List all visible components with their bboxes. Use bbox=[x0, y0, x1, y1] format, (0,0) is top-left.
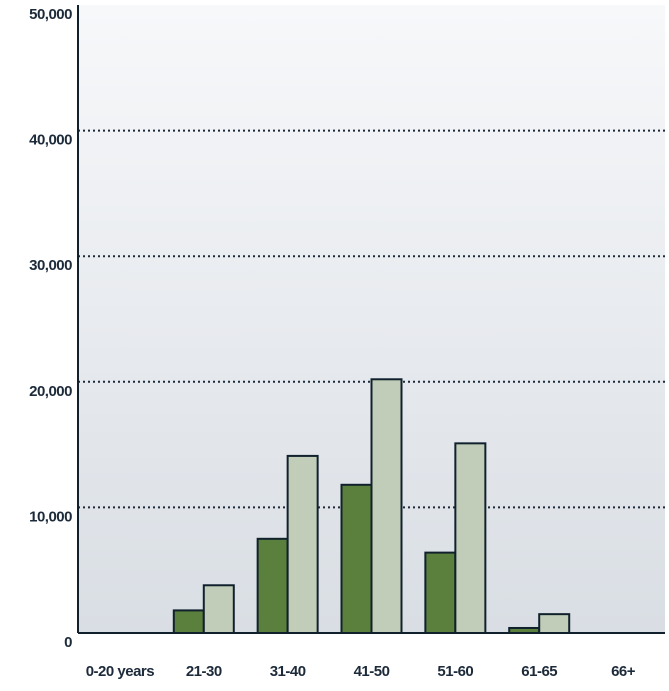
x-tick-label: 51-60 bbox=[437, 663, 473, 680]
x-tick-label: 66+ bbox=[611, 663, 636, 680]
bar bbox=[370, 378, 403, 634]
x-tick-label: 61-65 bbox=[521, 663, 557, 680]
y-tick-label: 20,000 bbox=[29, 383, 72, 400]
y-tick-label: 30,000 bbox=[29, 257, 72, 274]
x-tick-label: 31-40 bbox=[270, 663, 306, 680]
bar bbox=[538, 613, 571, 634]
y-tick-label: 40,000 bbox=[29, 132, 72, 149]
bar bbox=[172, 609, 205, 635]
bar bbox=[454, 442, 487, 634]
y-tick-label: 10,000 bbox=[29, 508, 72, 525]
x-tick-label: 0-20 years bbox=[86, 663, 155, 680]
bar bbox=[202, 584, 235, 634]
bar bbox=[424, 551, 457, 635]
x-tick-label: 41-50 bbox=[354, 663, 390, 680]
bar bbox=[256, 537, 289, 634]
y-tick-label: 50,000 bbox=[29, 6, 72, 23]
y-tick-label: 0 bbox=[64, 634, 72, 651]
bar bbox=[340, 483, 373, 634]
bar bbox=[286, 454, 319, 634]
x-tick-label: 21-30 bbox=[186, 663, 222, 680]
